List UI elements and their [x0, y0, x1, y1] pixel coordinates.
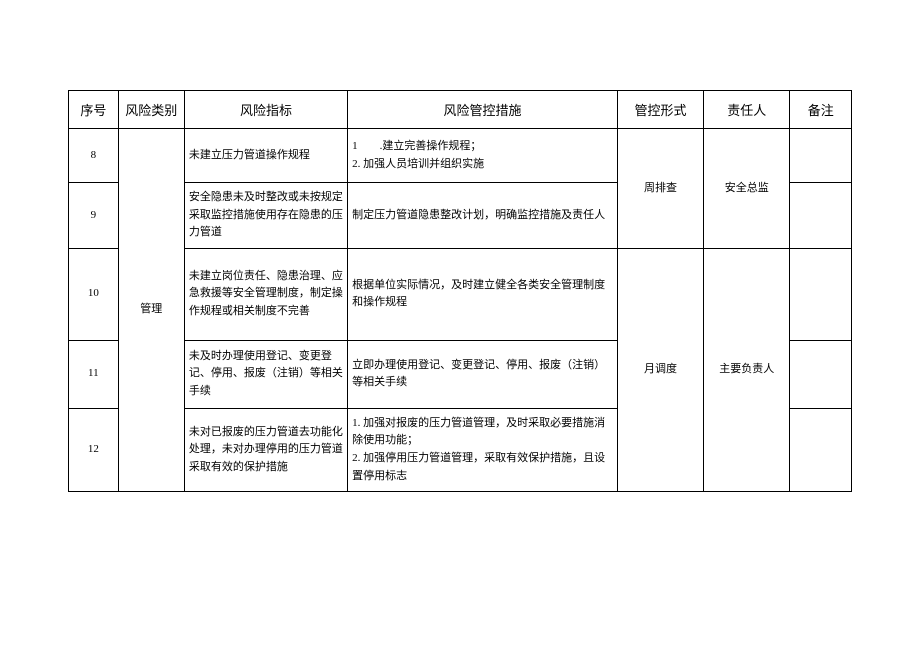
cell-remark — [790, 340, 852, 408]
cell-measures: 制定压力管道隐患整改计划，明确监控措施及责任人 — [348, 183, 618, 249]
table-row: 10 未建立岗位责任、隐患治理、应急救援等安全管理制度，制定操作规程或相关制度不… — [69, 248, 852, 340]
header-seq: 序号 — [69, 91, 119, 129]
cell-remark — [790, 248, 852, 340]
header-measures: 风险管控措施 — [348, 91, 618, 129]
table-row: 8 管理 未建立压力管道操作规程 1 .建立完善操作规程；2. 加强人员培训并组… — [69, 129, 852, 183]
cell-seq: 12 — [69, 408, 119, 491]
cell-indicator: 未对已报废的压力管道去功能化处理，未对办理停用的压力管道采取有效的保护措施 — [184, 408, 347, 491]
header-remark: 备注 — [790, 91, 852, 129]
header-indicator: 风险指标 — [184, 91, 347, 129]
risk-management-table: 序号 风险类别 风险指标 风险管控措施 管控形式 责任人 备注 8 管理 未建立… — [68, 90, 852, 492]
cell-remark — [790, 408, 852, 491]
header-category: 风险类别 — [118, 91, 184, 129]
cell-measures: 立即办理使用登记、变更登记、停用、报废（注销）等相关手续 — [348, 340, 618, 408]
cell-indicator: 未及时办理使用登记、变更登记、停用、报废（注销）等相关手续 — [184, 340, 347, 408]
cell-indicator: 未建立岗位责任、隐患治理、应急救援等安全管理制度，制定操作规程或相关制度不完善 — [184, 248, 347, 340]
cell-measures: 根据单位实际情况，及时建立健全各类安全管理制度和操作规程 — [348, 248, 618, 340]
cell-person: 安全总监 — [704, 129, 790, 249]
cell-form: 周排查 — [617, 129, 703, 249]
cell-measures: 1 .建立完善操作规程；2. 加强人员培训并组织实施 — [348, 129, 618, 183]
cell-seq: 11 — [69, 340, 119, 408]
cell-remark — [790, 129, 852, 183]
cell-indicator: 安全隐患未及时整改或未按规定采取监控措施使用存在隐患的压力管道 — [184, 183, 347, 249]
cell-seq: 9 — [69, 183, 119, 249]
header-person: 责任人 — [704, 91, 790, 129]
cell-measures: 1. 加强对报废的压力管道管理，及时采取必要措施消除使用功能；2. 加强停用压力… — [348, 408, 618, 491]
cell-indicator: 未建立压力管道操作规程 — [184, 129, 347, 183]
cell-form: 月调度 — [617, 248, 703, 491]
cell-seq: 8 — [69, 129, 119, 183]
header-form: 管控形式 — [617, 91, 703, 129]
cell-category: 管理 — [118, 129, 184, 492]
cell-person: 主要负责人 — [704, 248, 790, 491]
cell-seq: 10 — [69, 248, 119, 340]
cell-remark — [790, 183, 852, 249]
table-header-row: 序号 风险类别 风险指标 风险管控措施 管控形式 责任人 备注 — [69, 91, 852, 129]
